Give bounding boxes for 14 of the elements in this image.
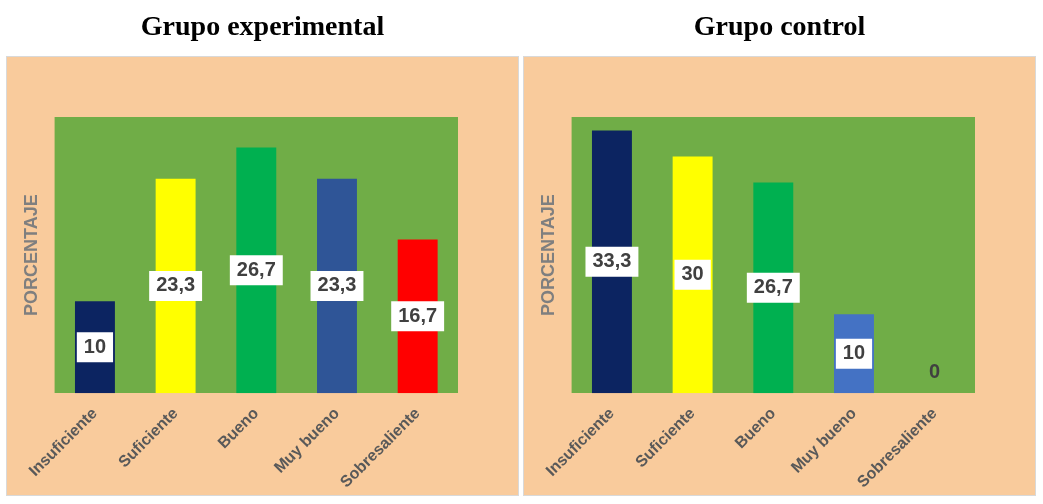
y-axis-title: PORCENTAJE bbox=[20, 194, 41, 316]
y-axis-title: PORCENTAJE bbox=[537, 194, 558, 316]
chart-title: Grupo control bbox=[692, 10, 867, 43]
data-label: 0 bbox=[929, 359, 941, 382]
chart-title: Grupo experimental bbox=[139, 10, 386, 43]
data-label: 23,3 bbox=[317, 273, 357, 296]
data-label: 10 bbox=[83, 334, 107, 357]
data-label: 10 bbox=[842, 341, 866, 364]
data-label: 30 bbox=[681, 262, 704, 285]
data-label: 26,7 bbox=[753, 275, 793, 298]
data-label: 23,3 bbox=[156, 273, 196, 296]
data-label: 26,7 bbox=[236, 257, 276, 280]
data-label: 16,7 bbox=[398, 303, 438, 326]
data-label: 33,3 bbox=[592, 249, 632, 272]
